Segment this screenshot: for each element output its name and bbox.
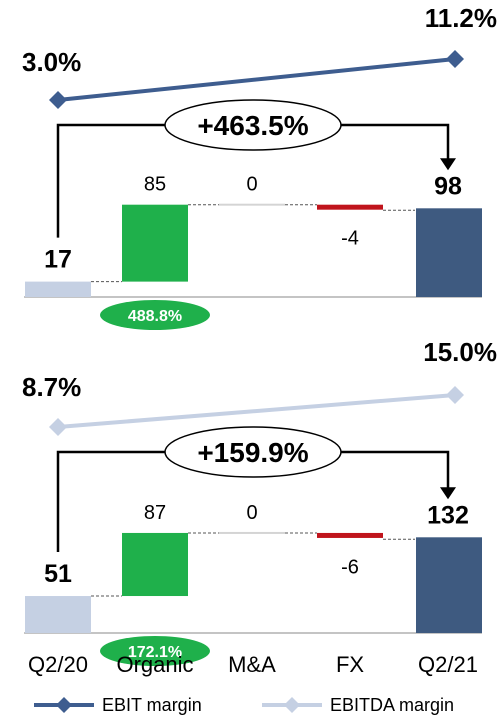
organic-growth-pill [100,300,210,330]
margin-line [57,57,456,102]
bar-organic [122,204,188,282]
x-tick-label: Q2/20 [28,652,88,677]
change-ellipse [164,426,342,478]
value-label-q2-21: 98 [434,172,462,200]
bar-fx [317,532,383,538]
margin-marker-start [49,418,67,436]
legend-item-ebit: EBIT margin [34,695,202,715]
value-label-q2-21: 132 [427,501,469,529]
x-tick-label: M&A [228,652,276,677]
value-label-organic: 87 [144,502,166,524]
margin-marker-start [49,91,67,109]
bar-m-and-a [219,531,285,534]
legend: EBIT margin EBITDA margin [34,695,454,715]
legend-label-ebitda: EBITDA margin [330,695,454,715]
value-label-m-and-a: 0 [246,174,257,196]
organic-growth-pill [100,636,210,666]
change-label: +463.5% [197,110,308,141]
x-tick-label: Organic [116,652,193,677]
value-label-q2-20: 51 [44,560,72,588]
legend-marker-ebit [56,697,72,713]
bar-fx [317,204,383,210]
value-label-fx: -4 [341,227,359,249]
bar-organic [122,532,188,597]
margin-label-end: 11.2% [425,3,497,33]
margin-line [57,393,456,429]
bar-q2-20 [25,281,91,297]
margin-label-start: 3.0% [22,47,81,77]
change-arrow-head [440,158,456,171]
legend-label-ebit: EBIT margin [102,695,202,715]
change-arrow-head [440,487,456,500]
margin-marker-end [446,50,464,68]
organic-growth-label: 172.1% [128,644,182,661]
legend-marker-ebitda [284,697,300,713]
waterfall-panel-1: 17 85 0 -4 98 488.8% +463.5% 3.0% 11.2% [22,3,497,330]
x-tick-label: Q2/21 [418,652,478,677]
waterfall-panel-2: 51 87 0 -6 132 172.1% +159.9% 8.7% 15.0% [22,337,497,666]
margin-label-start: 8.7% [22,372,81,402]
bar-q2-21 [416,537,482,633]
x-axis: Q2/20 Organic M&A FX Q2/21 [28,652,478,677]
bar-q2-21 [416,208,482,297]
value-label-m-and-a: 0 [246,502,257,524]
value-label-organic: 85 [144,174,166,196]
value-label-fx: -6 [341,556,359,578]
x-tick-label: FX [336,652,364,677]
change-label: +159.9% [197,437,308,468]
margin-marker-end [446,386,464,404]
margin-label-end: 15.0% [423,337,497,367]
bar-q2-20 [25,596,91,633]
legend-item-ebitda: EBITDA margin [262,695,454,715]
change-ellipse [164,99,342,151]
value-label-q2-20: 17 [44,246,72,274]
bar-m-and-a [219,203,285,206]
organic-growth-label: 488.8% [128,308,182,325]
